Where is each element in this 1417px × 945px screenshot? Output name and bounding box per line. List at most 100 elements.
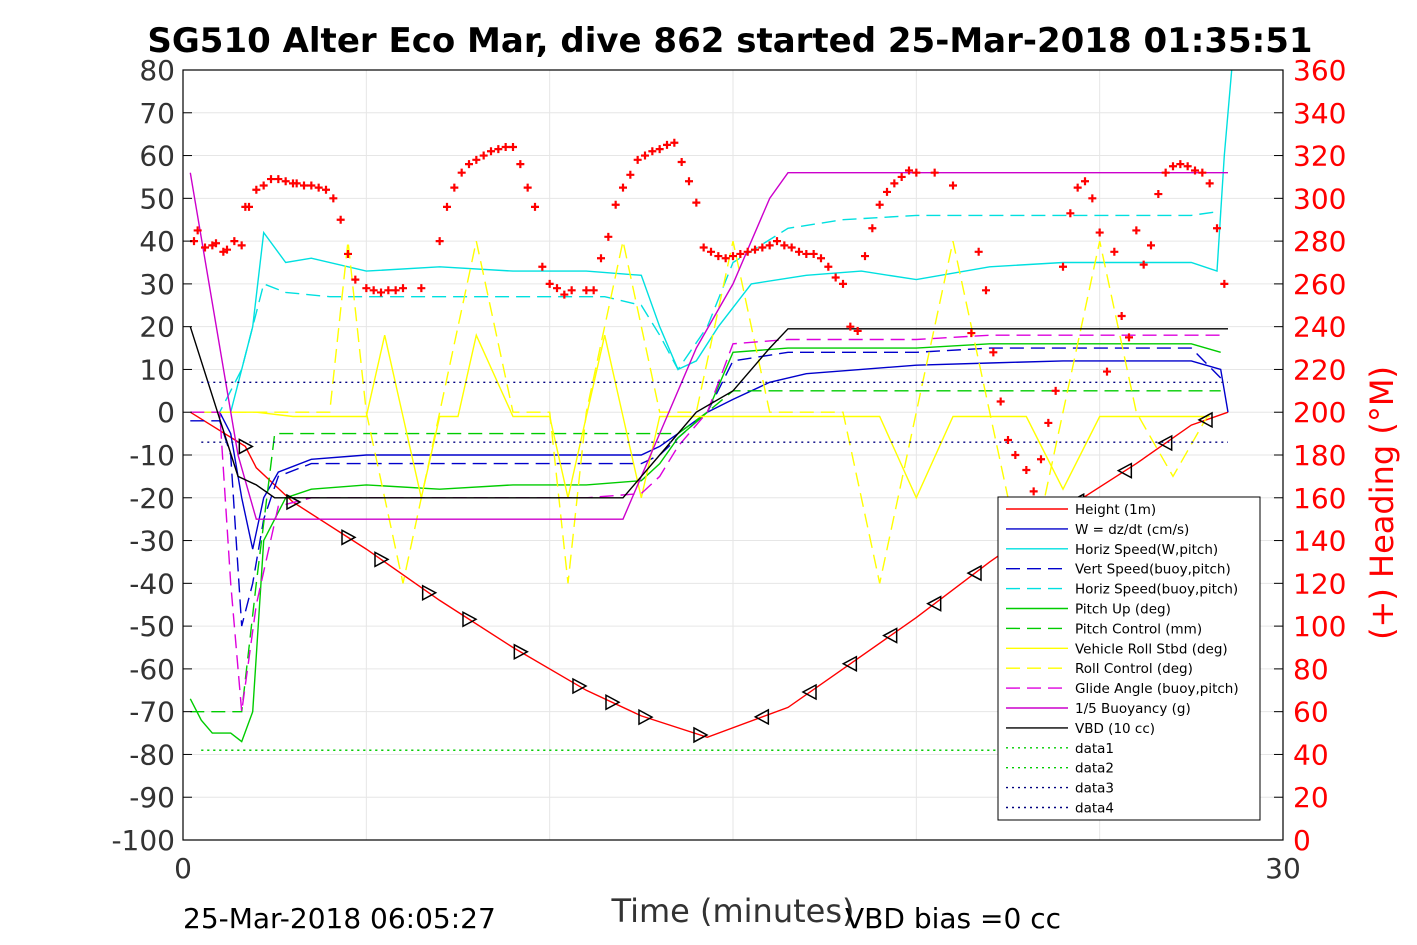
heading-point xyxy=(1220,279,1229,288)
heading-point xyxy=(300,181,308,190)
heading-point xyxy=(861,252,869,261)
footer-vbd-bias: VBD bias =0 cc xyxy=(845,902,1061,935)
legend-label: Vehicle Roll Stbd (deg) xyxy=(1075,641,1228,657)
heading-point xyxy=(567,286,576,295)
y-tick-label: 40 xyxy=(139,225,175,258)
heading-point xyxy=(487,147,495,156)
legend-label: Horiz Speed(W,pitch) xyxy=(1075,542,1218,558)
heading-point xyxy=(974,247,983,256)
legend-label: VBD (10 cc) xyxy=(1075,721,1155,737)
series-line-7 xyxy=(190,333,1210,500)
heading-point xyxy=(773,237,781,246)
x-axis-label: Time (minutes) xyxy=(611,892,855,930)
dive-marker-ascent xyxy=(801,683,817,701)
heading-point xyxy=(677,157,686,166)
heading-point xyxy=(1022,465,1031,474)
heading-point xyxy=(1004,436,1012,445)
heading-point xyxy=(237,241,246,250)
heading-point xyxy=(245,202,253,211)
heading-point xyxy=(201,243,209,252)
heading-point xyxy=(531,202,539,211)
heading-point xyxy=(1051,386,1060,395)
y2-tick-label: 360 xyxy=(1293,54,1346,87)
heading-point xyxy=(1095,228,1104,237)
heading-point xyxy=(1198,168,1207,177)
heading-point xyxy=(736,249,745,258)
dive-marker-ascent xyxy=(1157,434,1173,452)
heading-point xyxy=(450,183,459,192)
y2-tick-label: 40 xyxy=(1293,738,1329,771)
legend-label: data4 xyxy=(1075,801,1114,817)
y2-tick-label: 140 xyxy=(1293,525,1346,558)
heading-point xyxy=(443,202,451,211)
heading-point xyxy=(780,241,789,250)
heading-point xyxy=(1161,168,1170,177)
y-tick-label: -90 xyxy=(129,781,175,814)
heading-point xyxy=(457,168,466,177)
heading-point xyxy=(501,143,510,151)
y2-axis-label: (+) Heading (°M) xyxy=(1363,366,1401,640)
heading-point xyxy=(523,183,532,192)
y-tick-label: 60 xyxy=(139,140,175,173)
heading-point xyxy=(259,181,268,190)
y2-tick-label: 20 xyxy=(1293,781,1329,814)
heading-point xyxy=(890,179,899,188)
y2-tick-label: 220 xyxy=(1293,353,1346,386)
y-tick-label: 50 xyxy=(139,182,175,215)
dive-marker-ascent xyxy=(841,655,858,673)
legend-label: Vert Speed(buoy,pitch) xyxy=(1075,562,1231,578)
heading-point xyxy=(714,252,723,261)
y-tick-label: -50 xyxy=(129,610,175,643)
heading-point xyxy=(1132,226,1141,235)
heading-point xyxy=(831,273,840,282)
heading-point xyxy=(633,155,642,164)
heading-point xyxy=(1176,160,1185,169)
series-line-3 xyxy=(190,347,1222,627)
legend-label: W = dz/dt (cm/s) xyxy=(1075,522,1189,538)
heading-point xyxy=(1117,311,1126,320)
y-tick-label: -20 xyxy=(129,482,175,515)
y2-tick-label: 340 xyxy=(1293,97,1346,130)
heading-point xyxy=(230,237,239,246)
heading-point xyxy=(377,288,385,297)
heading-point xyxy=(384,286,393,295)
y-tick-label: 0 xyxy=(157,396,175,429)
y2-tick-label: 300 xyxy=(1293,182,1346,215)
heading-point xyxy=(641,151,649,160)
series-line-6 xyxy=(190,390,1221,713)
dive-marker-descent xyxy=(605,694,621,711)
heading-point xyxy=(509,143,517,151)
series-line-5 xyxy=(189,343,1221,743)
dive-marker-ascent xyxy=(882,627,898,644)
heading-point xyxy=(553,284,561,293)
heading-point xyxy=(853,326,862,335)
legend-label: Roll Control (deg) xyxy=(1075,661,1193,677)
heading-point xyxy=(344,249,352,258)
heading-point xyxy=(868,224,877,233)
heading-point xyxy=(743,247,752,256)
y-tick-label: 10 xyxy=(139,353,175,386)
heading-point xyxy=(193,226,202,235)
y-axis-right: 3603403203002802602402202001801601401201… xyxy=(1274,54,1346,857)
heading-point xyxy=(435,237,444,246)
heading-point xyxy=(391,286,400,295)
x-axis: 0 30 xyxy=(174,831,1301,885)
heading-point xyxy=(589,286,598,295)
dive-marker-descent xyxy=(374,551,390,568)
dive-marker-descent xyxy=(286,493,302,511)
series-line-1 xyxy=(190,360,1229,550)
heading-point xyxy=(351,275,360,284)
heading-point xyxy=(1011,451,1020,459)
footer-timestamp: 25-Mar-2018 06:05:27 xyxy=(183,902,496,935)
heading-point xyxy=(1183,162,1192,171)
heading-point xyxy=(1125,333,1133,342)
y2-tick-label: 80 xyxy=(1293,653,1329,686)
heading-point xyxy=(1103,367,1111,376)
heading-point xyxy=(699,243,708,252)
heading-point xyxy=(751,245,759,254)
dive-marker-descent xyxy=(462,611,478,628)
heading-point xyxy=(883,187,891,196)
dive-marker-descent xyxy=(693,726,709,744)
y2-tick-label: 100 xyxy=(1293,610,1346,643)
